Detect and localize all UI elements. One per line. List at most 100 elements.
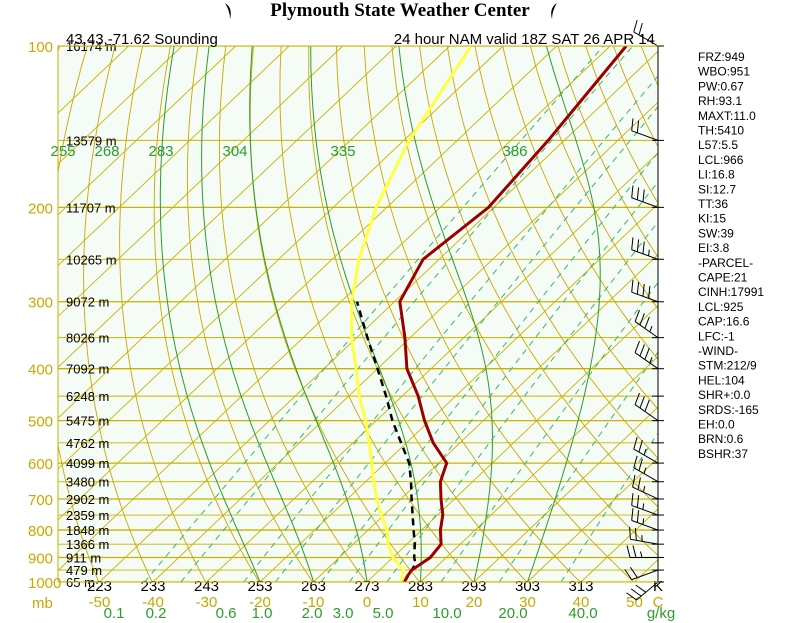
height-label: 10265 m [66, 252, 117, 267]
height-label: 3480 m [66, 475, 109, 490]
wind-barb [631, 508, 659, 531]
height-label: 4762 m [66, 436, 109, 451]
height-label: 1366 m [66, 537, 109, 552]
banner-title: Plymouth State Weather Center [270, 0, 530, 21]
wind-barb-shaft [636, 581, 659, 601]
moist-adiabat-line [201, 46, 314, 582]
wind-barb-shaft [634, 352, 659, 370]
wind-barb-full [632, 474, 636, 488]
isotherm-line [58, 46, 343, 318]
isotherm-line [99, 50, 658, 582]
pressure-label: 500 [28, 414, 53, 431]
isotherm-line [527, 457, 658, 582]
wind-barb-full [632, 545, 637, 558]
temperature-tick-label: -30 [196, 594, 218, 611]
wind-barb [626, 581, 659, 601]
pressure-unit-label: mb [32, 595, 53, 612]
moist-adiabat-label: 268 [94, 143, 119, 160]
wind-barb-full [636, 510, 640, 523]
height-label: 13579 m [66, 133, 117, 148]
wind-barb-shaft [631, 504, 659, 516]
wind-barb-full [633, 455, 638, 468]
wind-barb-full [648, 285, 651, 299]
index-line: MAXT:11.0 [698, 109, 756, 123]
mixing-ratio-label: 40.0 [568, 605, 597, 622]
dry-adiabat-line [336, 46, 581, 582]
theta-label: 313 [568, 578, 593, 595]
wind-barb-shaft [631, 291, 659, 303]
wind-barb-full [631, 508, 634, 521]
height-label: 7092 m [66, 362, 109, 377]
index-line: L57:5.5 [698, 138, 738, 152]
pressure-label: 1000 [28, 575, 61, 592]
moist-adiabat-label: 335 [330, 143, 355, 160]
moist-adiabat-label: 283 [148, 143, 173, 160]
wind-barb-full [631, 237, 634, 250]
pressure-label: 200 [28, 200, 53, 217]
index-line: CAPE:21 [698, 271, 748, 285]
index-line: BRN:0.6 [698, 432, 744, 446]
wind-barb-shaft [631, 130, 659, 141]
wind-barb [634, 340, 659, 370]
header-location: 43.43,-71.62 Sounding [66, 31, 218, 48]
wind-barb-half [642, 518, 645, 525]
mixing-ratio-label: 0.1 [104, 605, 125, 622]
wind-barb-full [636, 239, 640, 252]
wind-barb-full [639, 313, 645, 326]
mixing-ratio-line [243, 75, 658, 582]
isotherm-line [58, 46, 397, 368]
header-model: 24 hour NAM valid 18Z SAT 26 APR 14 [394, 31, 655, 48]
isotherm-line [313, 254, 658, 582]
wind-barb [632, 474, 659, 500]
dry-adiabat-line [0, 46, 4, 582]
temperature-tick-label: -20 [249, 594, 271, 611]
wind-barb-full [626, 545, 631, 558]
wind-barb-shaft [633, 467, 659, 483]
pressure-label: 800 [28, 523, 53, 540]
wind-barb-half [649, 357, 653, 364]
wind-barb-full [633, 19, 638, 33]
height-label: 2359 m [66, 508, 109, 523]
isotherm-line [259, 203, 658, 582]
wind-barb-full [642, 241, 645, 254]
index-line: FRZ:949 [698, 50, 745, 64]
moist-adiabat-line [398, 46, 494, 582]
dry-adiabat-line [419, 46, 658, 508]
index-line: PW:0.67 [698, 79, 744, 93]
theta-label: 273 [354, 578, 379, 595]
index-line: CAP:16.6 [698, 315, 750, 329]
wind-barb [633, 437, 659, 464]
theta-label: 223 [87, 578, 112, 595]
wind-barb-full [634, 340, 640, 353]
dry-adiabat-line [153, 46, 260, 582]
wind-barb-full [634, 309, 640, 322]
wind-barb-full [636, 281, 640, 295]
mixing-ratio-line [498, 351, 658, 582]
wind-barb-full [626, 592, 637, 601]
height-label: 8026 m [66, 331, 109, 346]
wind-barb [634, 309, 659, 339]
index-line: -PARCEL- [698, 256, 753, 270]
pressure-label: 400 [28, 362, 53, 379]
banner-left-logo [225, 3, 231, 19]
wind-barb [629, 526, 659, 545]
wind-barb-shaft [630, 538, 659, 545]
dry-adiabat-line [249, 46, 421, 582]
dry-adiabat-line [780, 46, 800, 582]
index-line: SW:39 [698, 226, 734, 240]
wind-barb [626, 545, 658, 558]
moist-adiabat-label: 255 [50, 143, 75, 160]
wind-barb-full [636, 495, 640, 508]
wind-barb-full [631, 493, 634, 506]
index-line: EI:3.8 [698, 241, 730, 255]
height-label: 1848 m [66, 523, 109, 538]
index-line: SHR+:0.0 [698, 388, 751, 402]
wind-barb-shaft [633, 31, 659, 47]
dry-adiabat-line [58, 46, 100, 582]
isotherm-line [58, 46, 611, 572]
moist-adiabat-line [249, 46, 368, 582]
isotherm-line [420, 355, 658, 582]
index-line: WBO:951 [698, 65, 750, 79]
theta-label: 253 [247, 578, 272, 595]
banner-right-logo [551, 3, 557, 19]
